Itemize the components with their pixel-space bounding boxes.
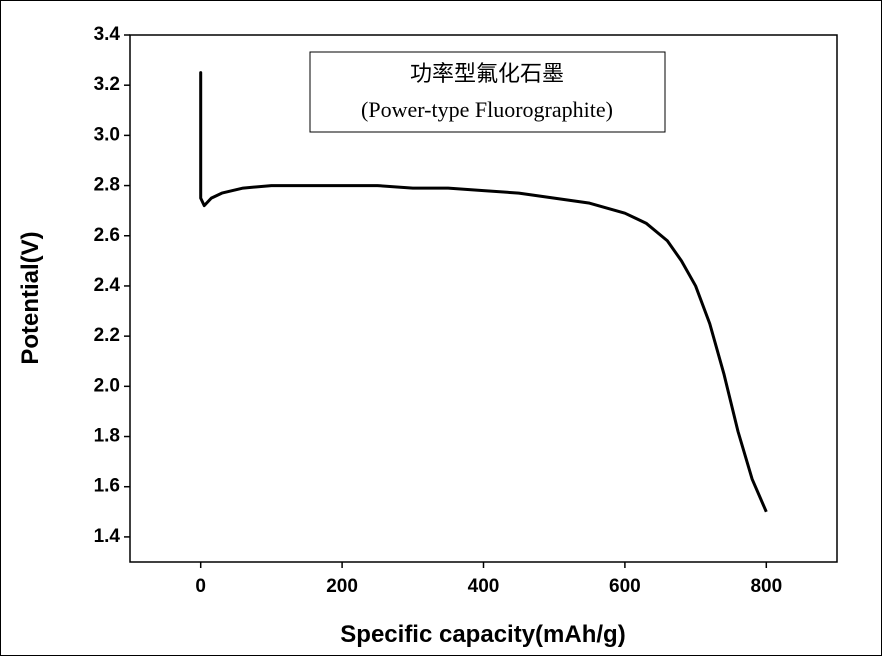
y-tick-label: 2.8 xyxy=(94,175,120,196)
x-tick-label: 800 xyxy=(750,576,782,597)
y-tick-label: 1.6 xyxy=(94,476,120,497)
y-tick-label: 1.4 xyxy=(94,526,121,547)
x-tick-label: 400 xyxy=(468,576,500,597)
x-tick-label: 0 xyxy=(195,576,206,597)
y-tick-label: 3.4 xyxy=(94,24,121,45)
y-tick-label: 2.6 xyxy=(94,225,120,246)
annotation: 功率型氟化石墨 xyxy=(410,61,564,86)
y-tick-label: 2.0 xyxy=(94,375,120,396)
x-tick-label: 200 xyxy=(326,576,358,597)
annotation: (Power-type Fluorographite) xyxy=(361,97,613,122)
y-axis-title: Potential(V) xyxy=(17,231,44,364)
y-tick-label: 3.0 xyxy=(94,124,120,145)
y-tick-label: 3.2 xyxy=(94,74,120,95)
y-tick-label: 2.4 xyxy=(94,275,121,296)
x-axis-title: Specific capacity(mAh/g) xyxy=(340,621,625,648)
x-tick-label: 600 xyxy=(609,576,641,597)
annotation-box xyxy=(309,51,666,133)
y-tick-label: 1.8 xyxy=(94,426,120,447)
data-line xyxy=(199,71,768,513)
y-tick-label: 2.2 xyxy=(94,325,120,346)
